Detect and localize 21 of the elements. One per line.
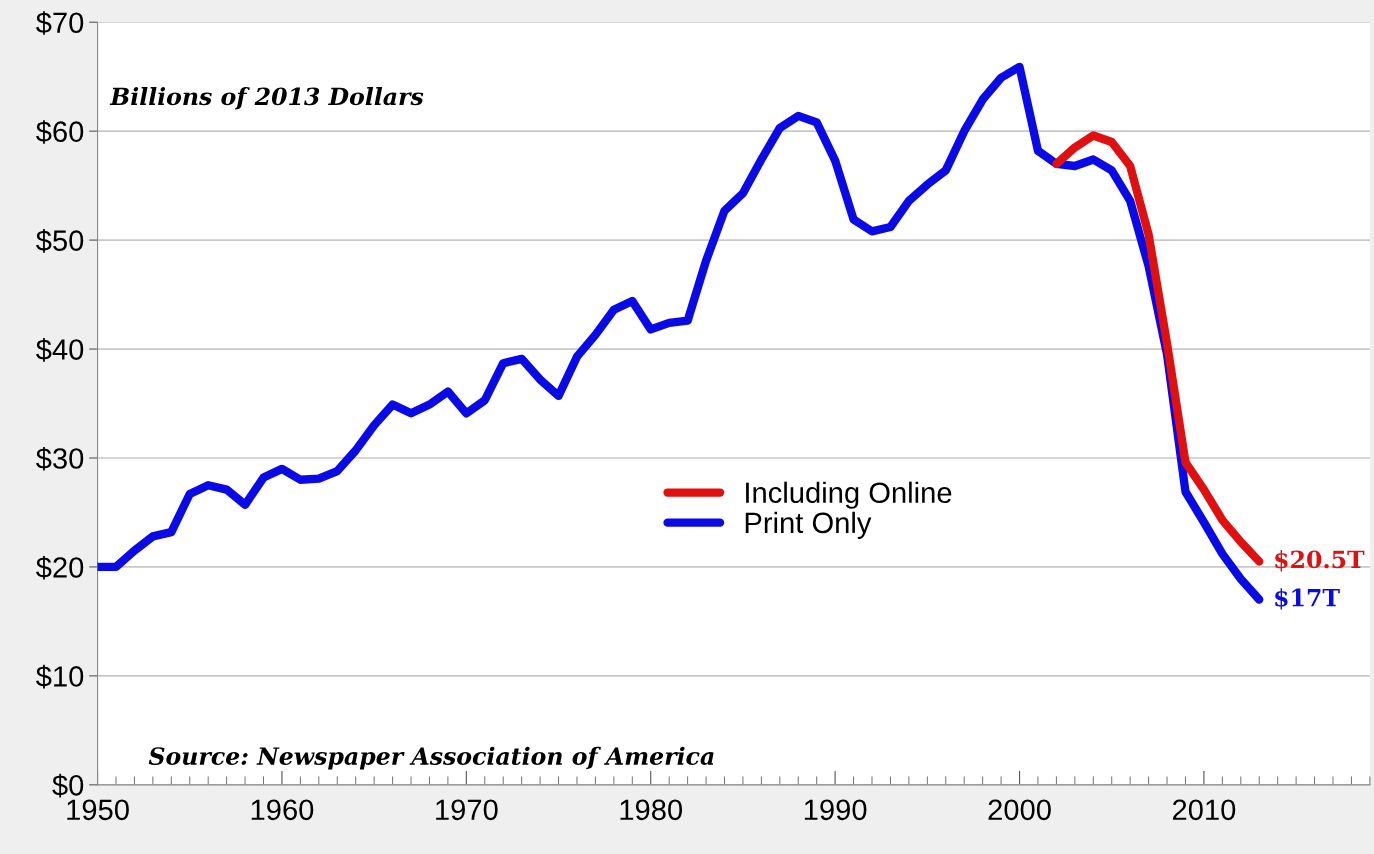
x-tick-label: 2010 — [1172, 799, 1236, 821]
y-tick-label: $0 — [52, 773, 84, 798]
y-tick-label: $10 — [36, 664, 84, 689]
annotation: $17T — [1275, 588, 1340, 610]
annotation: Source: Newspaper Association of America — [148, 746, 714, 770]
x-tick-label: 1950 — [67, 799, 129, 821]
x-tick-label: 1960 — [251, 799, 314, 821]
y-tick-label: $60 — [36, 120, 84, 144]
x-tick-label: 1980 — [620, 799, 683, 821]
y-tick-label: $20 — [36, 555, 84, 580]
y-tick-label: $40 — [36, 338, 84, 362]
legend-label: Including Online — [746, 481, 952, 509]
x-tick-label: 2000 — [988, 799, 1051, 821]
y-tick-label: $70 — [36, 11, 84, 35]
x-tick-label: 1990 — [804, 799, 867, 821]
y-tick-label: $30 — [36, 446, 84, 471]
annotation: Billions of 2013 Dollars — [109, 87, 424, 110]
annotation: $20.5T — [1275, 550, 1365, 572]
x-tick-label: 1970 — [436, 799, 498, 821]
legend-label: Print Only — [745, 511, 872, 539]
y-tick-label: $50 — [36, 229, 84, 253]
